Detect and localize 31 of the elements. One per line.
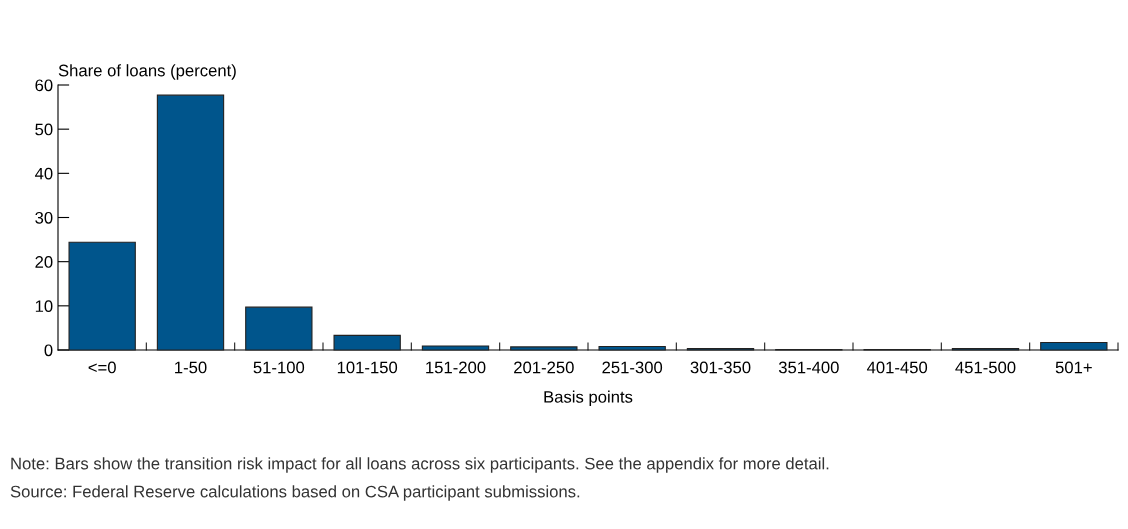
bar (1040, 341, 1108, 351)
bar (598, 345, 666, 351)
y-tick-label: 40 (34, 167, 53, 180)
y-axis-title: Share of loans (percent) (58, 64, 236, 80)
bar (421, 345, 490, 351)
y-tick-label: 0 (44, 344, 53, 357)
x-tick-label: 51-100 (253, 361, 305, 374)
x-tick-label: 101-150 (337, 361, 398, 374)
text: Note: Bars show the transition risk impact for all loans across six participants. See the appendix for more detail. (11, 457, 829, 473)
bar (245, 306, 313, 351)
x-tick-label: 1-50 (175, 361, 207, 374)
bar (68, 241, 136, 351)
x-tick-label: 201-250 (514, 361, 574, 374)
x-tick-label: 301-350 (690, 361, 751, 374)
y-tick-label: 10 (35, 300, 53, 313)
source-note: Source: Federal Reserve calculations based on CSA participant submissions. (10, 485, 580, 501)
bar (333, 334, 401, 351)
y-tick-label: 30 (35, 211, 53, 224)
y-tick-label: 60 (35, 79, 53, 92)
x-tick-label: 501+ (1055, 361, 1092, 374)
x-tick-label: 451-500 (955, 361, 1016, 374)
x-tick-label: 151-200 (426, 361, 486, 374)
x-tick-label: <=0 (88, 361, 116, 374)
y-tick-label: 50 (35, 123, 53, 136)
x-tick-label: 401-450 (866, 361, 928, 374)
x-tick-label: 351-400 (778, 361, 839, 374)
bar (156, 94, 225, 351)
bar (510, 346, 578, 351)
x-axis-title: Basis points (544, 390, 633, 407)
x-tick-label: 251-300 (602, 361, 663, 374)
y-tick-label: 20 (35, 256, 53, 268)
